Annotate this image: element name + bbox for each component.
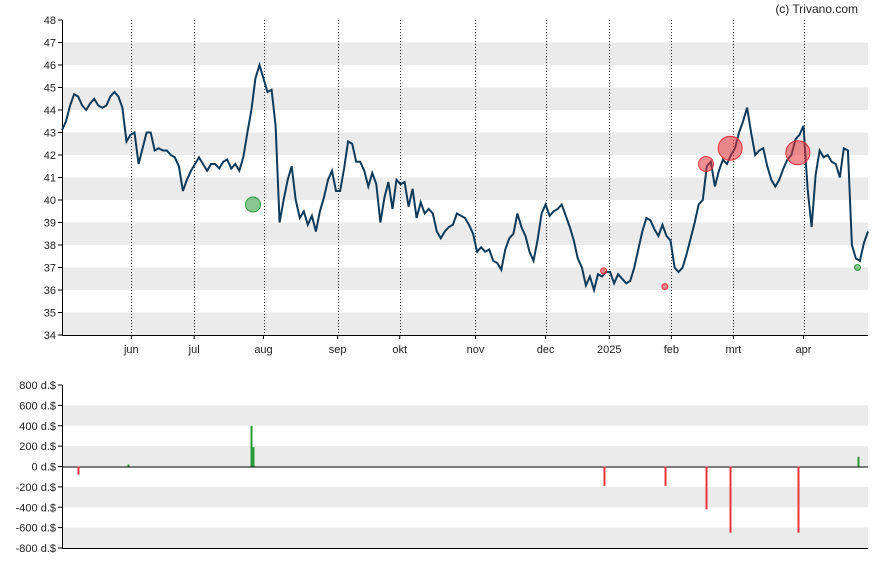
volume-panel: -800 d.$ -600 d.$ -400 d.$ -200 d.$ 0 d.$ 200… xyxy=(16,380,868,555)
price-xtick-label: jul xyxy=(188,344,200,356)
price-ytick-label: 34 xyxy=(44,330,56,342)
volume-ytick-label: -800 d.$ xyxy=(16,543,56,555)
price-ytick-label: 46 xyxy=(44,60,56,72)
price-ytick-label: 36 xyxy=(44,285,56,297)
price-ytick-label: 41 xyxy=(44,173,56,185)
volume-grid-band xyxy=(62,527,868,548)
price-xtick-label: aug xyxy=(254,344,272,356)
price-ytick-label: 45 xyxy=(44,83,56,95)
price-ytick-label: 44 xyxy=(44,105,56,117)
price-ytick-label: 43 xyxy=(44,128,56,140)
price-xtick-label: okt xyxy=(392,344,407,356)
price-ytick-label: 37 xyxy=(44,263,56,275)
price-xtick-label: jun xyxy=(123,344,139,356)
sell-marker xyxy=(697,156,714,172)
grid-band xyxy=(62,312,868,335)
volume-ytick-label: 800 d.$ xyxy=(19,380,56,392)
buy-marker xyxy=(245,196,262,213)
price-xtick-label: feb xyxy=(664,344,679,356)
sell-marker xyxy=(717,135,743,161)
credit-text: (c) Trivano.com xyxy=(775,2,858,16)
price-xtick-label: 2025 xyxy=(597,344,621,356)
grid-band xyxy=(62,87,868,110)
price-ytick-label: 40 xyxy=(44,195,56,207)
sell-marker xyxy=(600,267,608,275)
volume-ytick-label: 200 d.$ xyxy=(19,441,56,453)
price-ytick-label: 42 xyxy=(44,150,56,162)
price-panel: 34 35 36 37 38 39 40 41 42 43 44 45 46 47 48 jun jul aug… xyxy=(44,15,869,356)
volume-ytick-label: 600 d.$ xyxy=(19,400,56,412)
price-xtick-label: mrt xyxy=(725,344,741,356)
price-xtick-label: apr xyxy=(796,344,812,356)
price-ytick-label: 47 xyxy=(44,38,56,50)
volume-grid-band xyxy=(62,486,868,508)
sell-marker xyxy=(661,283,669,291)
price-xtick-label: nov xyxy=(467,344,485,356)
price-ytick-label: 48 xyxy=(44,15,56,27)
grid-band xyxy=(62,267,868,290)
volume-ytick-label: 400 d.$ xyxy=(19,421,56,433)
price-xtick-label: dec xyxy=(537,344,555,356)
volume-ytick-label: 0 d.$ xyxy=(32,462,56,474)
price-ytick-label: 35 xyxy=(44,308,56,320)
volume-grid-band xyxy=(62,405,868,426)
volume-ytick-label: -200 d.$ xyxy=(16,482,56,494)
sell-marker xyxy=(785,140,811,166)
buy-marker xyxy=(854,264,862,271)
grid-band xyxy=(62,177,868,200)
volume-ytick-label: -600 d.$ xyxy=(16,523,56,535)
price-xtick-label: sep xyxy=(329,344,347,356)
volume-grid-band xyxy=(62,446,868,467)
grid-band xyxy=(62,132,868,155)
price-ytick-label: 39 xyxy=(44,218,56,230)
grid-band xyxy=(62,42,868,65)
price-ytick-label: 38 xyxy=(44,240,56,252)
volume-ytick-label: -400 d.$ xyxy=(16,502,56,514)
grid-band xyxy=(62,222,868,245)
